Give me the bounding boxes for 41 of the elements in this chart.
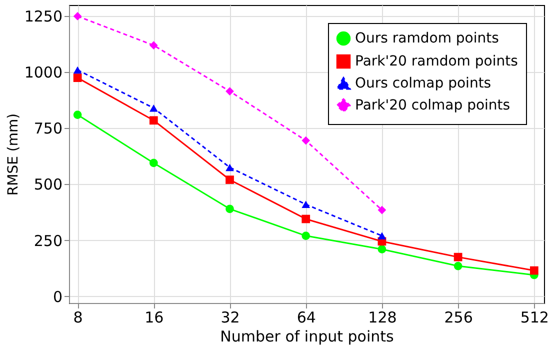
point [226,204,234,214]
y-tick-label: 500 [34,176,62,194]
point [302,214,310,224]
x-tick-label: 128 [368,308,397,326]
point [73,66,82,74]
point [302,232,310,240]
point [73,12,82,20]
y-axis-title: RMSE (mm) [5,113,22,196]
point [378,206,386,214]
x-tick-label: 512 [520,308,549,326]
point [226,176,234,184]
point [149,41,158,50]
point [73,110,82,119]
point [530,266,538,275]
point [149,158,158,168]
point [302,200,310,208]
legend-label: Ours ramdom points [355,30,499,46]
point [454,252,462,262]
point [73,74,82,82]
y-tick-label: 250 [34,232,62,250]
point [226,164,234,172]
x-tick-label: 256 [444,308,473,326]
point [149,104,158,112]
x-tick-label: 64 [296,308,316,326]
point [149,116,158,125]
y-tick-label: 1000 [24,64,62,82]
legend-label: Ours colmap points [355,76,492,92]
legend-label: Park'20 ramdom points [355,54,518,70]
point [302,136,310,145]
x-tick-label: 16 [144,308,164,326]
point [226,87,234,96]
y-tick-label: 0 [52,288,62,306]
x-tick-label: 8 [73,308,83,326]
point [454,262,462,270]
point [378,232,386,240]
x-axis-title: Number of input points [220,328,394,346]
y-tick-label: 750 [34,120,62,138]
y-tick-label: 1250 [24,8,62,26]
point [378,245,386,254]
legend-label: Park'20 colmap points [355,98,510,114]
x-tick-label: 32 [220,308,240,326]
